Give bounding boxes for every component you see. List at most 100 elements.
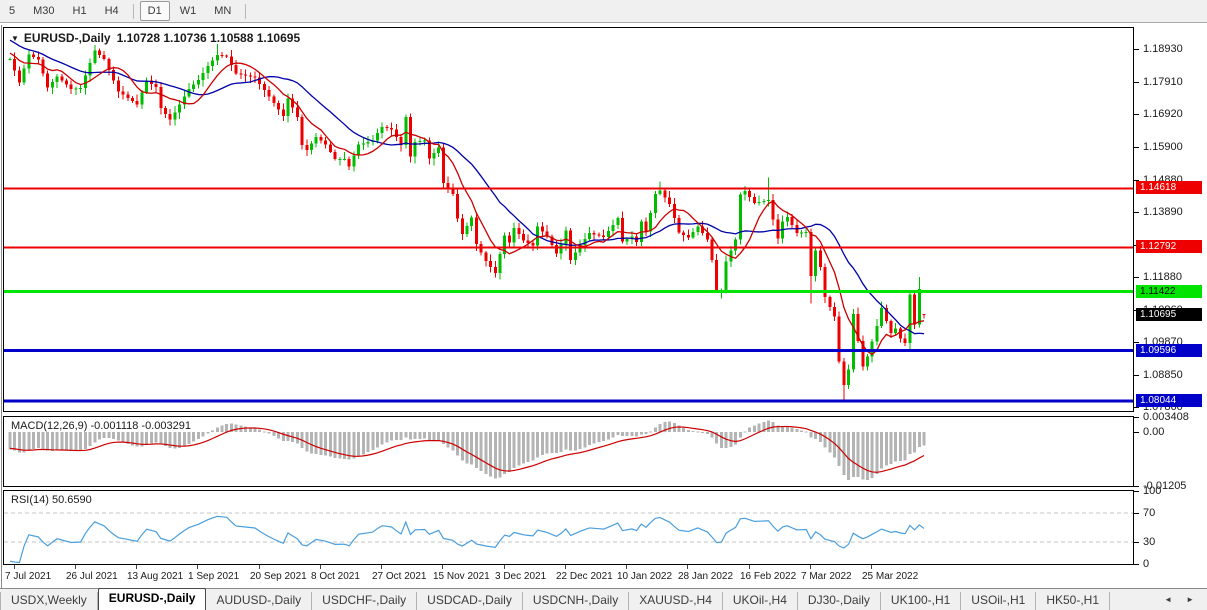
date-tick xyxy=(14,565,15,569)
window-left-edge xyxy=(1,25,2,588)
date-label: 20 Sep 2021 xyxy=(250,571,307,582)
date-tick xyxy=(136,565,137,569)
price-tag-1-12792: 1.12792 xyxy=(1136,240,1202,253)
date-label: 26 Jul 2021 xyxy=(66,571,118,582)
axis-tick-label: 1.08850 xyxy=(1143,369,1183,381)
ohlc-quote: 1.10728 1.10736 1.10588 1.10695 xyxy=(116,31,301,45)
axis-tick xyxy=(1134,180,1139,181)
price-axis[interactable]: 1.18930 1.17910 1.16920 1.15900 1.14880 1.138… xyxy=(1134,23,1207,588)
symbol-label: EURUSD-,Daily xyxy=(23,31,111,45)
macd-panel[interactable]: MACD(12,26,9) -0.001118 -0.003291 xyxy=(3,416,1134,487)
tab-dj30-daily[interactable]: DJ30-,Daily xyxy=(798,592,881,610)
chart-title: ▼ EURUSD-,Daily 1.10728 1.10736 1.10588 1.… xyxy=(11,31,300,45)
axis-tick xyxy=(1134,542,1139,543)
axis-tick-label: 70 xyxy=(1143,507,1156,519)
timeframe-button-h1[interactable]: H1 xyxy=(72,5,87,17)
date-tick xyxy=(197,565,198,569)
axis-tick xyxy=(1134,277,1139,278)
timeframe-button-5[interactable]: 5 xyxy=(9,5,16,17)
timeframe-button-m30[interactable]: M30 xyxy=(33,5,55,17)
candlestick-canvas[interactable] xyxy=(4,28,1133,411)
tab-usdcnh-daily[interactable]: USDCNH-,Daily xyxy=(523,592,630,610)
axis-tick xyxy=(1134,212,1139,213)
tab-xauusd-h4[interactable]: XAUUSD-,H4 xyxy=(629,592,723,610)
axis-tick xyxy=(1134,564,1139,565)
timeframe-button-h4[interactable]: H4 xyxy=(104,5,119,17)
ma-fast-line xyxy=(9,52,925,356)
axis-tick xyxy=(1134,417,1139,418)
axis-tick xyxy=(1134,375,1139,376)
axis-tick-label: 0 xyxy=(1143,558,1150,570)
axis-tick xyxy=(1134,486,1139,487)
date-label: 15 Nov 2021 xyxy=(433,571,490,582)
tab-usdcad-daily[interactable]: USDCAD-,Daily xyxy=(417,592,523,610)
date-tick xyxy=(381,565,382,569)
symbol-dropdown-icon[interactable]: ▼ xyxy=(11,34,19,43)
axis-tick-label: 1.17910 xyxy=(1143,76,1183,88)
macd-canvas[interactable] xyxy=(4,417,1133,486)
axis-tick-label: 100 xyxy=(1143,485,1162,497)
price-chart-panel[interactable]: ▼ EURUSD-,Daily 1.10728 1.10736 1.10588 1.… xyxy=(3,27,1134,412)
axis-tick xyxy=(1134,432,1139,433)
tab-scroll-left-icon[interactable]: ◄ xyxy=(1164,595,1173,604)
tab-scroll-arrows: ◄ ► xyxy=(1157,589,1207,610)
toolbar-separator xyxy=(245,3,247,19)
tab-usoil-h1[interactable]: USOil-,H1 xyxy=(961,592,1037,610)
axis-tick-label: 0.00 xyxy=(1143,426,1165,438)
axis-tick-label: 1.15900 xyxy=(1143,141,1183,153)
date-label: 22 Dec 2021 xyxy=(556,571,613,582)
timeframe-button-d1[interactable]: D1 xyxy=(139,1,170,21)
axis-tick xyxy=(1134,513,1139,514)
tab-audusd-daily[interactable]: AUDUSD-,Daily xyxy=(206,592,313,610)
rsi-panel[interactable]: RSI(14) 50.6590 xyxy=(3,490,1134,565)
date-label: 10 Jan 2022 xyxy=(617,571,673,582)
current-price-tag: 1.10695 xyxy=(1136,308,1202,321)
price-tag-1-09596: 1.09596 xyxy=(1136,344,1202,357)
tab-scroll-right-icon[interactable]: ► xyxy=(1186,595,1194,604)
date-tick xyxy=(687,565,688,569)
date-label: 8 Oct 2021 xyxy=(311,571,360,582)
tab-uk100-h1[interactable]: UK100-,H1 xyxy=(881,592,962,610)
toolbar-separator xyxy=(132,3,134,19)
axis-tick xyxy=(1134,147,1139,148)
date-tick xyxy=(626,565,627,569)
price-tag-1-11422: 1.11422 xyxy=(1136,285,1202,298)
date-label: 1 Sep 2021 xyxy=(188,571,240,582)
ma-slow-line xyxy=(9,39,925,335)
axis-tick xyxy=(1134,407,1139,408)
date-label: 7 Mar 2022 xyxy=(801,571,852,582)
price-tag-1-08044: 1.08044 xyxy=(1136,394,1202,407)
date-label: 13 Aug 2021 xyxy=(127,571,184,582)
axis-tick-label: -0.01205 xyxy=(1143,480,1187,492)
date-label: 3 Dec 2021 xyxy=(495,571,547,582)
timeframe-toolbar: 5 M30 H1 H4 D1 W1 MN xyxy=(0,0,1207,23)
tab-usdx-weekly[interactable]: USDX,Weekly xyxy=(0,592,98,610)
tab-ukoil-h4[interactable]: UKOil-,H4 xyxy=(723,592,798,610)
tab-usdchf-daily[interactable]: USDCHF-,Daily xyxy=(312,592,418,610)
axis-tick-label: 1.18930 xyxy=(1143,43,1183,55)
axis-tick xyxy=(1134,49,1139,50)
tab-hk50-h1[interactable]: HK50-,H1 xyxy=(1036,592,1110,610)
date-tick xyxy=(810,565,811,569)
macd-signal-line xyxy=(9,425,925,473)
axis-tick xyxy=(1134,491,1139,492)
rsi-canvas[interactable] xyxy=(4,491,1133,564)
date-label: 25 Mar 2022 xyxy=(862,571,919,582)
axis-tick xyxy=(1134,82,1139,83)
axis-tick-label: 1.13890 xyxy=(1143,206,1183,218)
axis-tick-label: 1.16920 xyxy=(1143,108,1183,120)
date-label: 28 Jan 2022 xyxy=(678,571,734,582)
date-tick xyxy=(565,565,566,569)
timeframe-button-mn[interactable]: MN xyxy=(214,5,232,17)
axis-tick xyxy=(1134,114,1139,115)
axis-tick-label: 30 xyxy=(1143,536,1156,548)
axis-tick-label: 1.11880 xyxy=(1143,271,1182,283)
rsi-line xyxy=(9,515,925,564)
timeframe-button-w1[interactable]: W1 xyxy=(179,5,197,17)
rsi-label: RSI(14) 50.6590 xyxy=(11,494,92,506)
date-axis[interactable]: 7 Jul 2021 26 Jul 2021 13 Aug 2021 1 Sep 20… xyxy=(3,565,1134,588)
axis-tick xyxy=(1134,342,1139,343)
price-tag-1-14618: 1.14618 xyxy=(1136,181,1202,194)
tab-eurusd-daily[interactable]: EURUSD-,Daily xyxy=(97,588,207,610)
chart-window: ▼ EURUSD-,Daily 1.10728 1.10736 1.10588 1.… xyxy=(0,23,1207,588)
